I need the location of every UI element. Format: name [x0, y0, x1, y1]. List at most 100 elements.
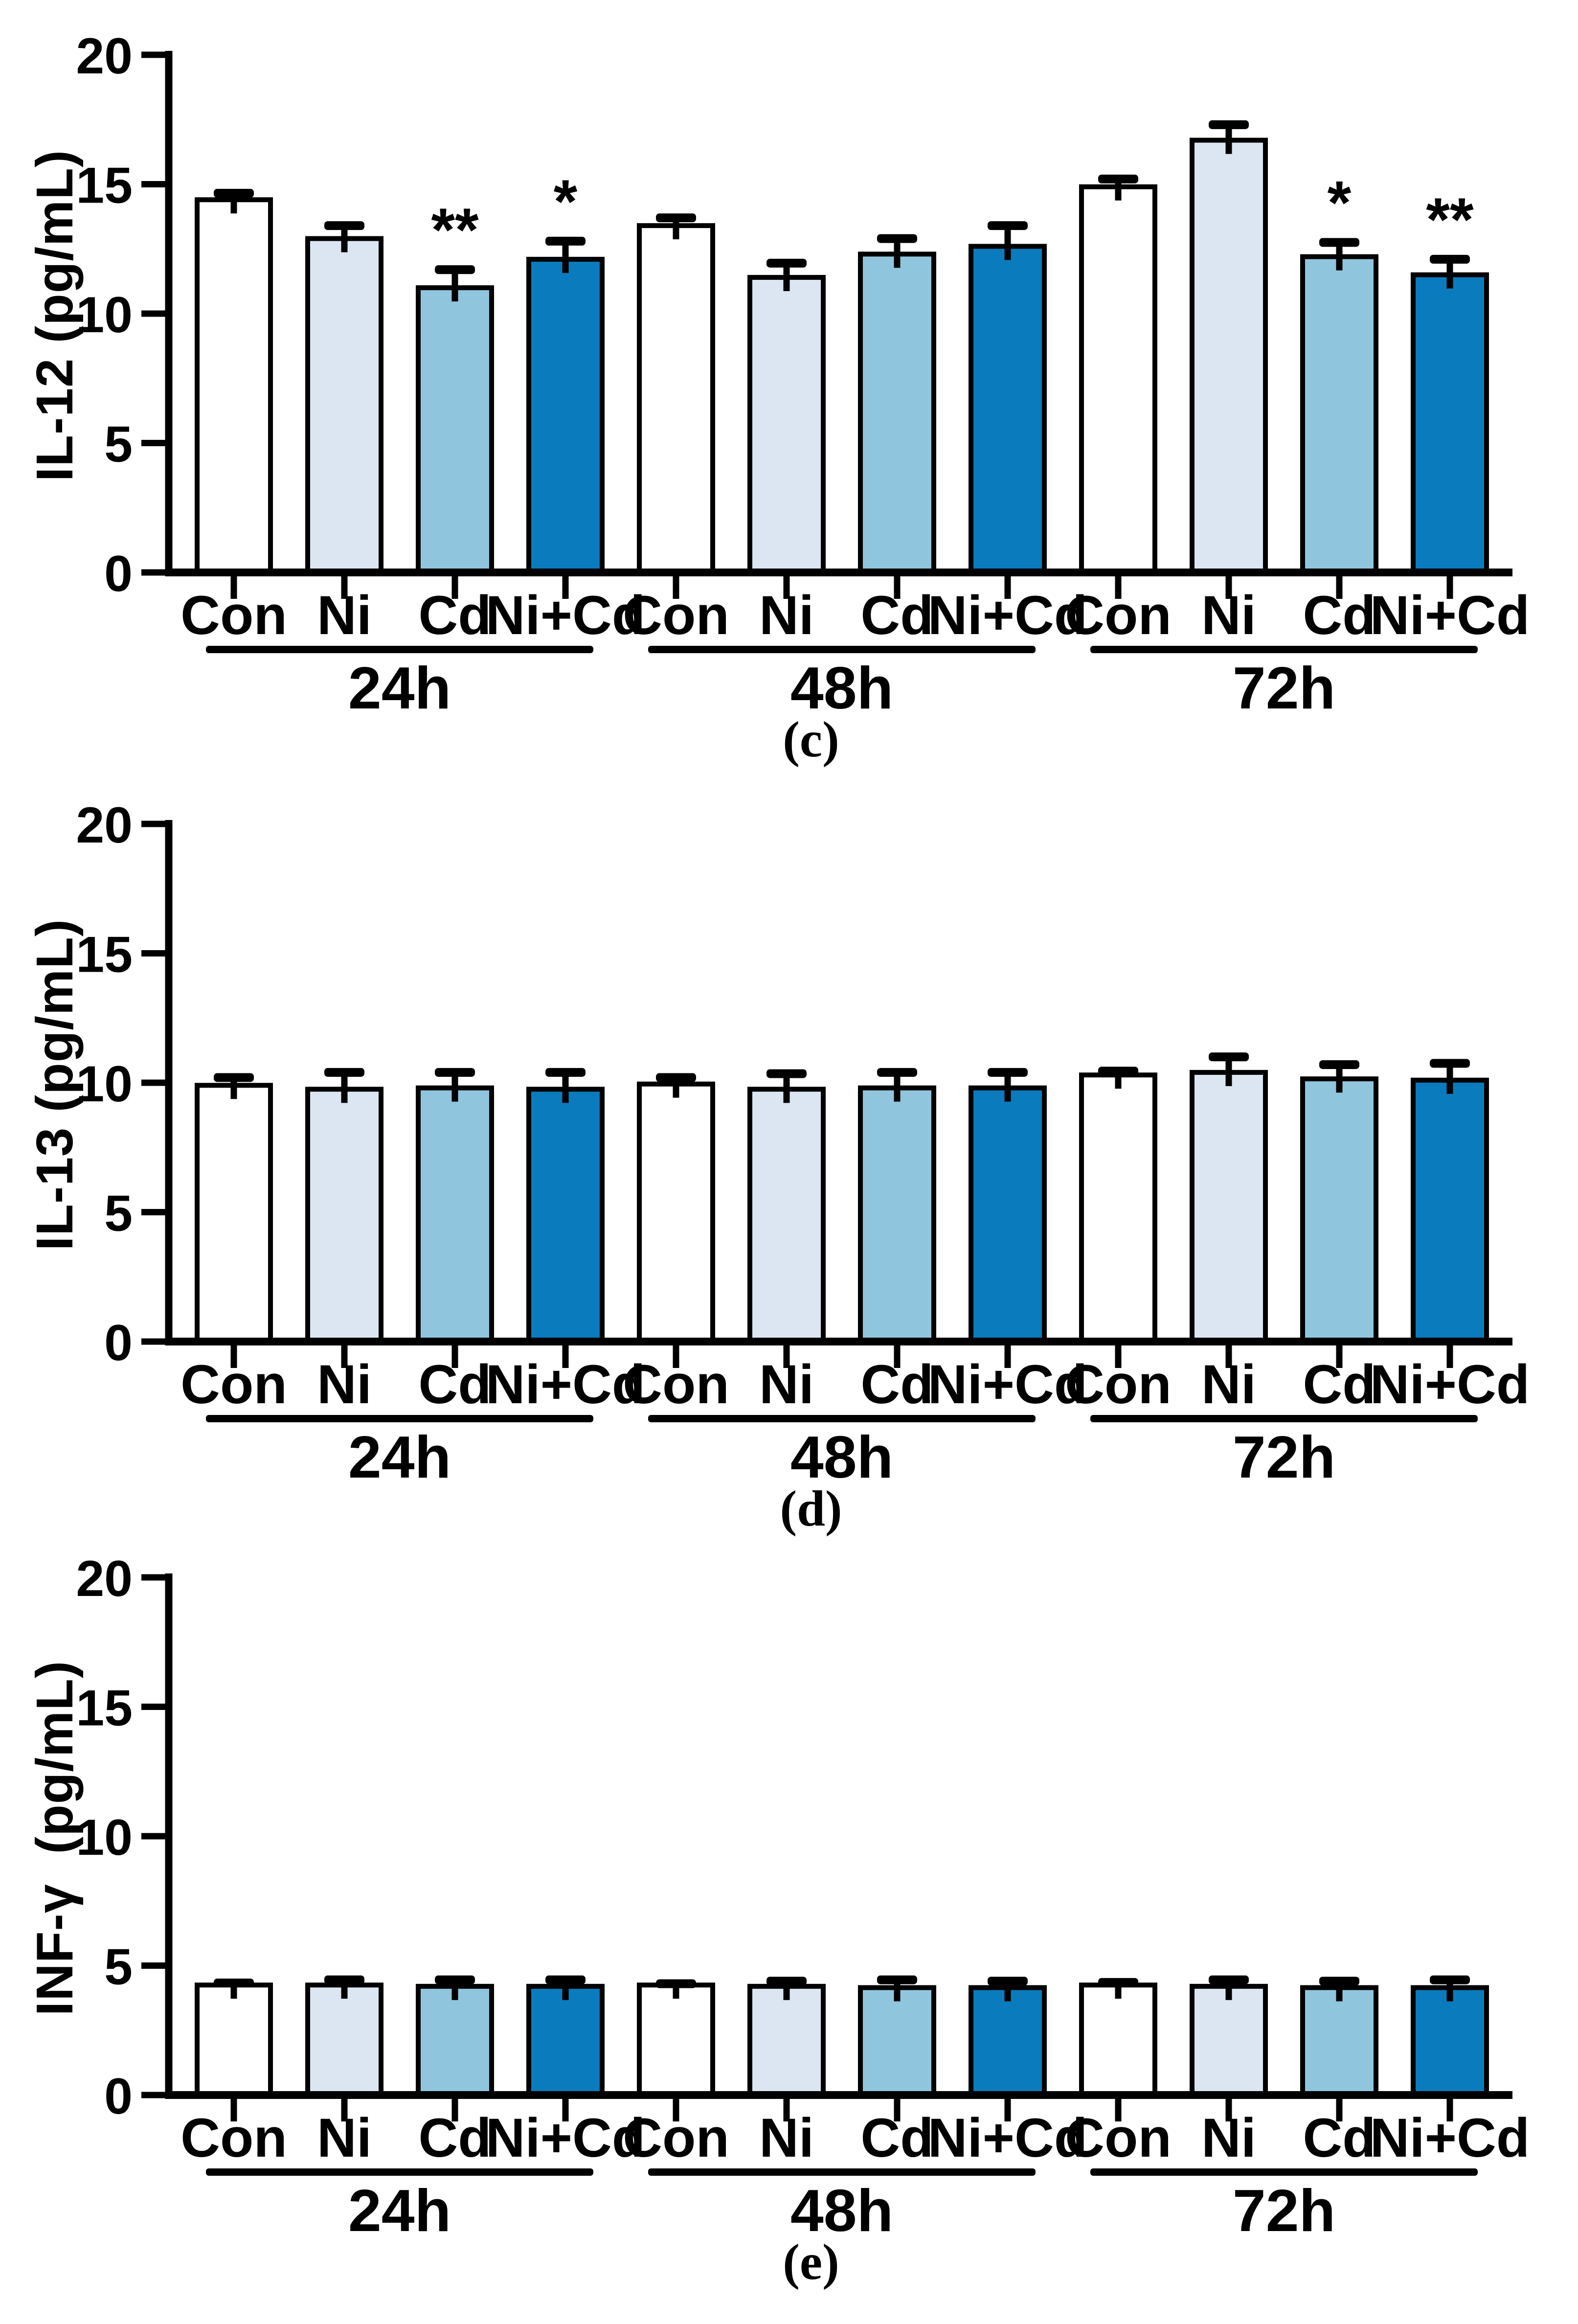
group-underline — [206, 2168, 593, 2176]
error-bar-cap — [1319, 1977, 1359, 1986]
x-tick-label: Ni+Cd — [486, 2107, 646, 2168]
error-bar-cap — [988, 1068, 1028, 1077]
error-bar-cap — [988, 221, 1028, 230]
bar — [195, 197, 273, 575]
bar — [1079, 1982, 1157, 2097]
x-tick-label: Con — [1065, 585, 1172, 646]
y-tick-label: 15 — [76, 158, 133, 214]
x-tick-label: Ni — [759, 585, 814, 646]
x-tick-label: Con — [180, 585, 287, 646]
error-bar-cap — [766, 1977, 807, 1986]
panel-caption-c: (c) — [783, 711, 839, 768]
error-bar-cap — [877, 1975, 917, 1984]
bar — [969, 1085, 1047, 1344]
y-tick-label: 15 — [76, 1680, 133, 1737]
group-label: 48h — [790, 2177, 893, 2244]
panel-il12: Con Ni ** Cd * Ni+Cd 24h Con Ni Cd Ni+Cd 48h Con Ni * C… — [0, 0, 1578, 769]
x-tick-label: Cd — [1303, 1354, 1375, 1415]
x-tick-label: Con — [623, 1354, 729, 1415]
y-tick-label: 0 — [104, 1315, 133, 1371]
bar — [637, 1982, 715, 2097]
significance-marker: * — [554, 168, 578, 236]
group-label: 48h — [790, 1424, 893, 1490]
bar — [526, 256, 605, 575]
x-tick-label: Cd — [418, 1354, 491, 1415]
x-tick-label: Ni+Cd — [486, 1354, 646, 1415]
x-tick-label: Cd — [418, 2107, 491, 2168]
y-tick-label: 20 — [76, 1550, 133, 1607]
error-bar-cap — [1319, 1060, 1359, 1069]
bar — [416, 1983, 494, 2097]
error-bar-cap — [214, 1073, 254, 1082]
x-tick-label: Cd — [860, 585, 933, 646]
bar — [195, 1083, 273, 1344]
x-tick-label: Cd — [860, 2107, 933, 2168]
bar — [858, 1985, 936, 2098]
significance-marker: ** — [431, 196, 479, 264]
x-tick-label: Con — [1065, 2107, 1172, 2168]
bar — [1190, 137, 1268, 575]
y-tick-label: 5 — [104, 416, 133, 473]
x-tick-label: Ni+Cd — [486, 585, 646, 646]
x-tick-label: Con — [623, 2107, 729, 2168]
x-tick-label: Ni+Cd — [1370, 1354, 1530, 1415]
panel-caption-e: (e) — [783, 2234, 839, 2290]
y-tick-label: 5 — [104, 1939, 133, 1996]
panel-infg: Con Ni Cd Ni+Cd 24h Con Ni Cd Ni+Cd 48h Con Ni Cd Ni+… — [0, 1523, 1578, 2324]
bar — [858, 251, 936, 575]
error-bar-cap — [1098, 174, 1138, 183]
bar — [1300, 1985, 1378, 2098]
x-tick-label: Cd — [1303, 2107, 1375, 2168]
y-tick-label: 10 — [76, 1056, 133, 1113]
y-tick-label: 20 — [76, 797, 133, 854]
significance-marker: * — [1328, 169, 1352, 237]
x-tick-label: Con — [1065, 1354, 1172, 1415]
error-bar-cap — [545, 236, 586, 246]
bar — [747, 1087, 826, 1344]
group-label: 72h — [1233, 655, 1335, 721]
error-bar-cap — [656, 1073, 696, 1082]
y-tick-label: 10 — [76, 1809, 133, 1866]
bar — [526, 1087, 605, 1344]
error-bar-cap — [1319, 238, 1359, 247]
x-tick-label: Con — [180, 1354, 287, 1415]
error-bar-cap — [877, 1068, 917, 1077]
panel-caption-d: (d) — [780, 1481, 842, 1537]
group-label: 24h — [348, 1424, 451, 1490]
x-tick-label: Ni — [317, 2107, 372, 2168]
error-bar-cap — [1209, 1052, 1249, 1062]
error-bar-cap — [877, 234, 917, 243]
error-bar-cap — [324, 1068, 364, 1077]
bar — [1190, 1070, 1268, 1344]
bar — [1411, 1985, 1489, 2098]
y-tick-label: 5 — [104, 1185, 133, 1242]
group-underline — [206, 646, 593, 653]
error-bar-cap — [1430, 254, 1470, 264]
bar — [969, 1985, 1047, 2098]
bar — [195, 1982, 273, 2097]
x-tick-label: Ni — [317, 1354, 372, 1415]
error-bar-cap — [545, 1068, 586, 1077]
x-tick-label: Ni+Cd — [928, 1354, 1088, 1415]
x-tick-label: Ni — [759, 1354, 814, 1415]
error-bar-cap — [1430, 1059, 1470, 1068]
bar — [969, 244, 1047, 575]
error-bar-cap — [1209, 1975, 1249, 1984]
x-tick-label: Ni — [317, 585, 372, 646]
error-bar-cap — [435, 1068, 475, 1077]
bar — [747, 274, 826, 575]
x-tick-label: Con — [180, 2107, 287, 2168]
y-axis-title-il13: IL-13 (pg/mL) — [26, 918, 84, 1251]
group-underline — [1090, 646, 1478, 653]
panel-il13: Con Ni Cd Ni+Cd 24h Con Ni Cd Ni+Cd 48h Con Ni Cd Ni+… — [0, 769, 1578, 1537]
x-tick-label: Cd — [860, 1354, 933, 1415]
group-underline — [206, 1415, 593, 1422]
group-label: 72h — [1233, 2177, 1335, 2244]
bar — [1411, 1077, 1489, 1344]
bar — [416, 285, 494, 575]
x-tick-label: Ni+Cd — [928, 2107, 1088, 2168]
x-tick-label: Ni — [1201, 585, 1256, 646]
group-label: 24h — [348, 655, 451, 721]
